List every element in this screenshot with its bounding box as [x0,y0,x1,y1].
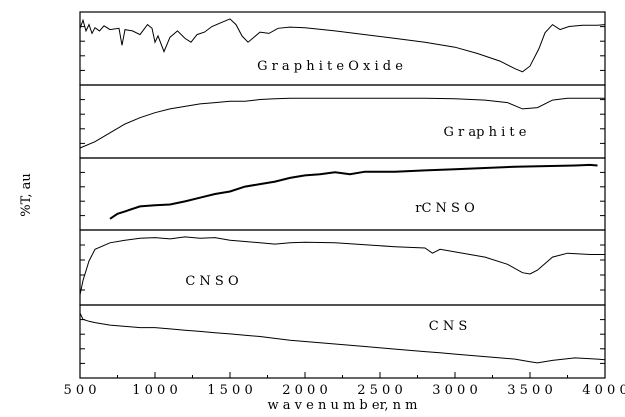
series-label: C N S O [185,274,238,289]
x-axis-label: w a v e n u m b er, n m [268,398,418,412]
series-line [79,97,605,149]
series-line [79,236,605,295]
x-tick-label: 1 5 0 0 [207,383,252,398]
x-tick-label: 3 5 0 0 [507,383,552,398]
panel-3: rC N S O [79,157,606,231]
panel-4: C N S O [79,229,606,306]
panel-frame [79,84,606,159]
series-label: G r a p h i t e O x i d e [257,59,403,74]
series-line [79,312,606,364]
panel-1: G r a p h i t e O x i d e [79,11,606,86]
panel-5: C N S [79,304,606,379]
x-tick-label: 3 0 0 0 [432,383,477,398]
series-line [79,18,606,73]
x-tick-label: 1 0 0 0 [132,383,177,398]
panel-2: G r ap h i t e [79,84,606,159]
series-label: rC N S O [415,201,475,216]
series-label: G r ap h i t e [444,125,527,140]
panel-frame [79,11,606,86]
y-axis-label: %T, au [19,173,34,217]
panel-frame [79,157,606,231]
x-tick-label: 2 0 0 0 [282,383,327,398]
x-tick-label: 5 0 0 [63,383,96,398]
panel-frame [79,304,606,379]
series-line [109,163,598,220]
x-tick-label: 4 0 0 0 [582,383,625,398]
series-label: C N S [429,319,468,334]
panel-frame [79,229,606,306]
x-tick-label: 2 5 0 0 [357,383,402,398]
